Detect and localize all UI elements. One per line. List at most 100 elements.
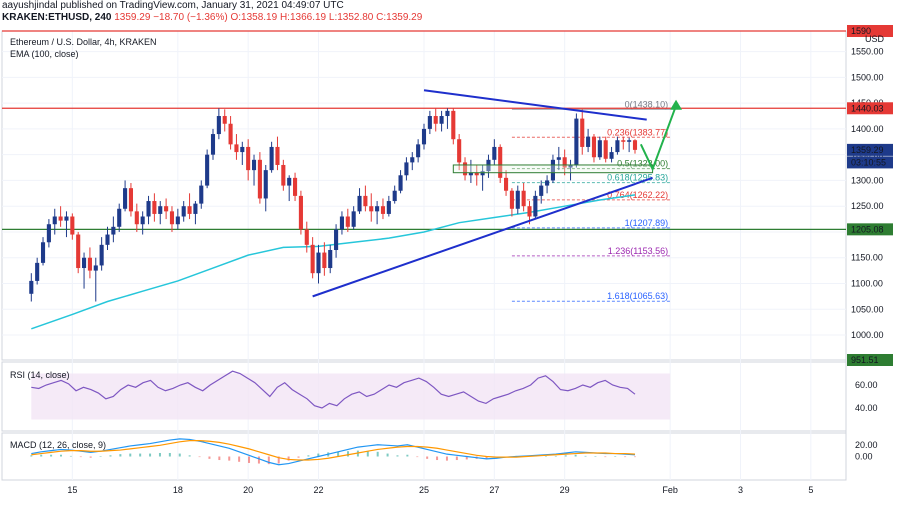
candle-body (597, 140, 602, 158)
macd-histogram-bar (574, 454, 577, 457)
candle-body (380, 206, 386, 214)
time-tick-label: 5 (808, 485, 813, 495)
candle-body (193, 203, 198, 214)
trendline (312, 176, 653, 298)
candle-body (128, 188, 133, 212)
level-price-tag (847, 223, 893, 236)
candle-body (345, 216, 350, 227)
publish-info: aayushjindal published on TradingView.co… (2, 0, 344, 11)
candle-body (328, 249, 333, 269)
macd-histogram-bar (188, 455, 191, 457)
candle-body (123, 188, 128, 209)
macd-histogram-bar (386, 453, 389, 457)
ema-legend: EMA (100, close) (10, 49, 79, 59)
fib-level-label: 0.618(1295.83) (607, 173, 668, 183)
price-tag (847, 156, 893, 169)
rsi-legend: RSI (14, close) (10, 370, 70, 380)
macd-indicator (30, 438, 636, 466)
macd-histogram-bar (624, 456, 627, 458)
time-tick-label: 29 (560, 485, 570, 495)
candle-body (105, 234, 110, 245)
time-tick-label: 3 (738, 485, 743, 495)
forecast-arrow-head (670, 99, 683, 110)
macd-histogram-bar (139, 453, 142, 457)
time-axis[interactable]: 15 18 20 22 25 27 29 Feb 3 5 (67, 485, 813, 495)
candle-body (580, 118, 585, 147)
candle-body (152, 201, 157, 214)
candle-body (322, 252, 327, 269)
header: aayushjindal published on TradingView.co… (2, 0, 902, 28)
price-tick-label: 1400.00 (851, 124, 884, 134)
candle-body (287, 177, 292, 186)
price-axis[interactable]: 1000.001050.001100.001150.001200.001250.… (847, 25, 893, 462)
macd-histogram-bar (109, 455, 112, 457)
candle-body (474, 172, 479, 176)
macd-histogram-bar (69, 455, 72, 457)
time-tick-label: 15 (67, 485, 77, 495)
candle-body (609, 152, 614, 159)
candle-body (269, 146, 274, 171)
fib-level-label: 1.236(1153.56) (608, 246, 668, 256)
candle-body (386, 201, 391, 214)
candle-body (457, 139, 462, 163)
candle-body (58, 216, 63, 221)
fib-level-label: 0.236(1383.77) (607, 127, 668, 137)
time-tick-label: 27 (489, 485, 499, 495)
candle-body (550, 159, 555, 181)
price-tag-label: 1359.29 (851, 145, 884, 155)
candle-body (410, 157, 415, 163)
macd-histogram-bar (396, 455, 399, 457)
currency-label: USD (865, 34, 885, 44)
candle-body (621, 140, 626, 142)
candle-body (140, 216, 145, 225)
drawings[interactable] (312, 89, 683, 298)
macd-signal-line (31, 440, 636, 461)
macd-histogram-bar (564, 455, 567, 457)
candle-body (316, 252, 321, 274)
macd-histogram-bar (218, 456, 221, 461)
candle-body (603, 140, 608, 159)
candle-body (369, 206, 374, 212)
price-tick-label: 1550.00 (851, 47, 884, 57)
macd-histogram-bar (248, 456, 251, 463)
candle-body (539, 185, 544, 196)
candle-body (205, 154, 210, 186)
candle-body (181, 206, 186, 217)
candle-body (251, 159, 257, 171)
candle-body (263, 170, 268, 199)
macd-histogram-bar (267, 456, 270, 465)
candle-body (339, 216, 344, 230)
symbol-ohlc: KRAKEN:ETHUSD, 240 1359.29 −18.70 (−1.36… (2, 12, 902, 24)
candle-body (574, 118, 579, 165)
candle-body (64, 216, 69, 221)
macd-histogram-bar (198, 456, 201, 458)
candle-body (175, 216, 180, 225)
price-change: −18.70 (−1.36%) (153, 12, 228, 23)
candle-body (521, 190, 526, 207)
macd-histogram-bar (604, 456, 607, 458)
candle-body (509, 190, 514, 209)
macd-histogram-bar (277, 456, 280, 464)
forecast-arrow-path (639, 105, 677, 172)
price-tag-label: 03:10:55 (851, 157, 886, 167)
macd-histogram-bar (297, 456, 300, 458)
macd-histogram-bar (614, 456, 617, 457)
candle-body (240, 146, 245, 153)
macd-histogram-bar (445, 456, 448, 461)
fibonacci-retracement[interactable]: 0(1438.10) 0.236(1383.77) 0.5(1323.00) 0.61… (511, 99, 671, 302)
candle-body (632, 140, 638, 150)
level-price-tag (847, 25, 893, 37)
candle-body (392, 190, 397, 202)
fib-level-label: 1.618(1065.63) (607, 291, 668, 301)
candle-body (298, 195, 303, 230)
level-price-tag (847, 102, 893, 115)
rsi-tick-label: 60.00 (855, 380, 878, 390)
macd-histogram-bar (168, 452, 171, 457)
macd-histogram-bar (40, 454, 43, 457)
macd-histogram-bar (158, 452, 161, 457)
macd-legend: MACD (12, 26, close, 9) (10, 440, 106, 450)
candle-body (421, 128, 427, 145)
macd-histogram-bar (30, 455, 33, 457)
macd-histogram-bar (228, 456, 231, 461)
